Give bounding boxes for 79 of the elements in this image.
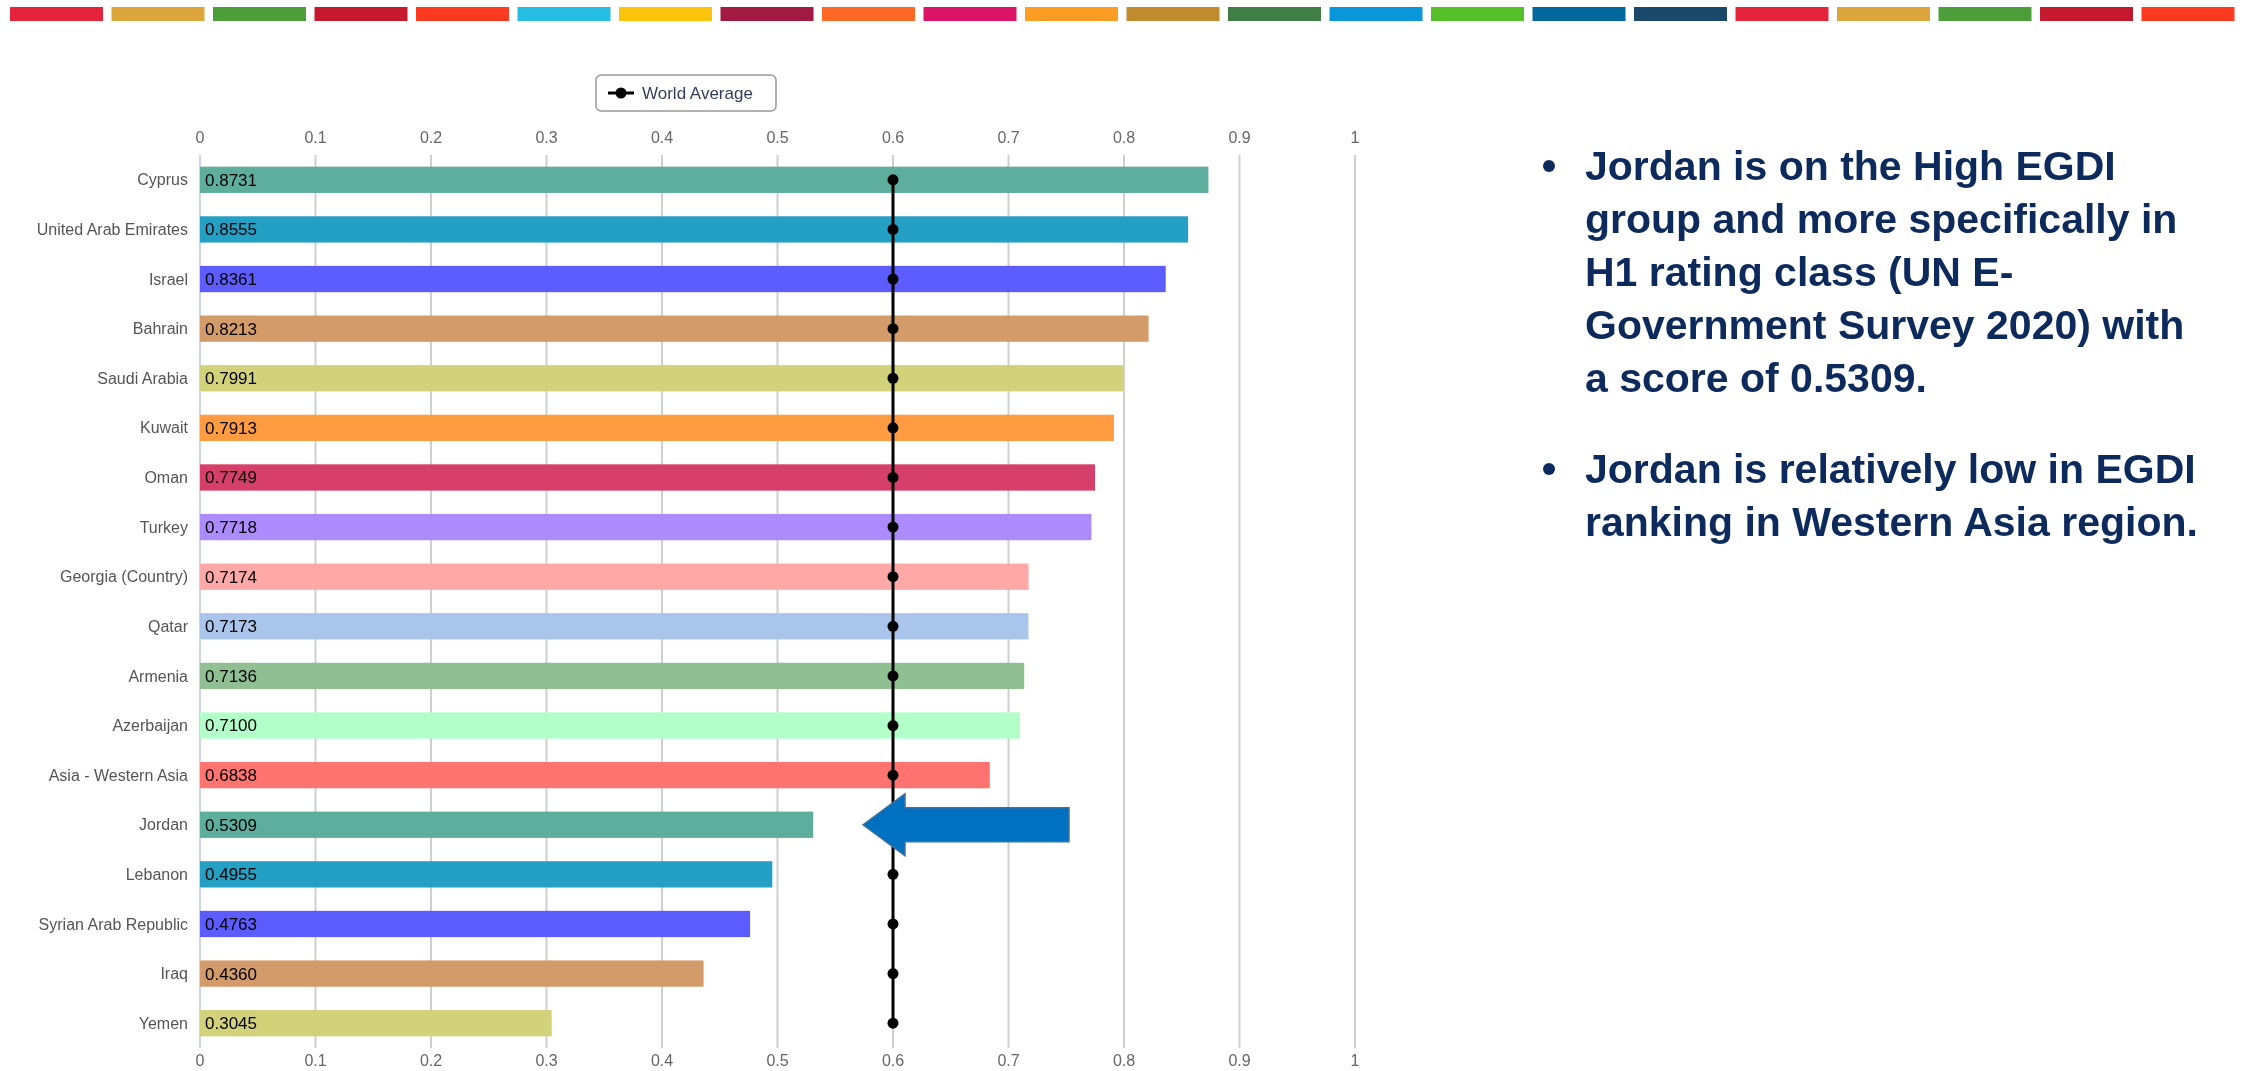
- data-label: 0.3045: [205, 1014, 257, 1034]
- x-tick-label: 0.3: [535, 1052, 558, 1069]
- y-tick-label: Kuwait: [139, 419, 189, 437]
- x-tick-label: 0.8: [1112, 1052, 1136, 1069]
- data-label: 0.7173: [205, 617, 257, 637]
- data-label: 0.6838: [205, 766, 257, 786]
- x2-tick-label: 1: [1350, 129, 1360, 146]
- data-label: 0.7100: [205, 716, 257, 736]
- bar: [200, 315, 1149, 342]
- bar: [200, 166, 1209, 193]
- x2-tick-label: 0.9: [1228, 129, 1251, 146]
- x2-tick-label: 0.1: [304, 129, 327, 146]
- data-label: 0.8555: [205, 220, 257, 240]
- bar: [200, 761, 990, 789]
- data-label: 0.7136: [205, 666, 257, 686]
- data-label: 0.7718: [205, 518, 257, 538]
- x2-tick-label: 0.8: [1112, 129, 1136, 146]
- x-tick-label: 0: [195, 1052, 205, 1069]
- y-tick-label: Cyprus: [137, 171, 188, 189]
- x2-tick-label: 0.4: [650, 129, 674, 146]
- y-tick-label: Yemen: [138, 1014, 188, 1032]
- text: Jordan is on the High EGDI group and more specifically in H1 rating class (UN E-Government Survey 2020) with a score of 0.5309.: [1585, 143, 2185, 401]
- x2-tick-label: 0.5: [766, 129, 789, 146]
- bar: [200, 464, 1096, 491]
- x2-tick-label: 0.2: [419, 129, 443, 146]
- data-label: 0.4955: [205, 865, 257, 885]
- y-tick-label: Saudi Arabia: [97, 369, 189, 387]
- bar: [200, 216, 1189, 243]
- data-label: 0.8731: [205, 170, 257, 190]
- x-tick-label: 0.2: [419, 1052, 443, 1069]
- y-tick-label: Georgia (Country): [59, 568, 188, 586]
- data-label: 0.5309: [205, 815, 257, 835]
- y-tick-label: Asia - Western Asia: [48, 766, 189, 784]
- bar: [200, 1010, 552, 1037]
- data-label: 0.7913: [205, 418, 257, 438]
- y-tick-label: Syrian Arab Republic: [38, 915, 188, 933]
- bar: [200, 513, 1092, 541]
- data-label: 0.8213: [205, 319, 257, 339]
- bar: [200, 414, 1114, 442]
- bar: [200, 563, 1029, 590]
- y-tick-label: Iraq: [160, 965, 188, 983]
- bar: [200, 910, 751, 938]
- x-tick-label: 0.9: [1228, 1052, 1251, 1069]
- text: Jordan is relatively low in EGDI ranking in Western Asia region.: [1585, 446, 2198, 545]
- x2-tick-label: 0.7: [997, 129, 1020, 146]
- y-tick-label: Bahrain: [132, 320, 188, 338]
- y-tick-label: Azerbaijan: [112, 717, 188, 735]
- x-tick-label: 0.1: [304, 1052, 327, 1069]
- x-tick-label: 0.4: [650, 1052, 674, 1069]
- x-tick-label: 0.5: [766, 1052, 789, 1069]
- y-tick-label: Armenia: [128, 667, 189, 685]
- x2-tick-label: 0: [195, 129, 205, 146]
- x-tick-label: 0.6: [881, 1052, 905, 1069]
- data-label: 0.4763: [205, 914, 257, 934]
- y-tick-label: Jordan: [139, 816, 188, 834]
- y-tick-label: United Arab Emirates: [36, 221, 188, 239]
- bar: [200, 662, 1025, 690]
- y-tick-label: Qatar: [147, 617, 189, 635]
- legend-label: World Average: [642, 83, 753, 103]
- bar: [200, 811, 814, 838]
- x2-tick-label: 0.6: [881, 129, 905, 146]
- bar: [200, 861, 773, 888]
- y-tick-label: Lebanon: [125, 865, 188, 883]
- data-label: 0.7749: [205, 468, 257, 488]
- bar: [200, 613, 1029, 640]
- data-label: 0.7991: [205, 369, 257, 389]
- bar: [200, 265, 1166, 293]
- x2-tick-label: 0.3: [535, 129, 558, 146]
- y-tick-label: Turkey: [139, 518, 188, 536]
- data-label: 0.7174: [205, 567, 257, 587]
- y-tick-label: Israel: [148, 270, 188, 288]
- bar: [200, 960, 704, 987]
- x-tick-label: 1: [1350, 1052, 1360, 1069]
- data-label: 0.4360: [205, 964, 257, 984]
- data-label: 0.8361: [205, 269, 257, 289]
- x-tick-label: 0.7: [997, 1052, 1020, 1069]
- bar: [200, 365, 1123, 392]
- y-tick-label: Oman: [144, 469, 188, 487]
- bar: [200, 712, 1021, 739]
